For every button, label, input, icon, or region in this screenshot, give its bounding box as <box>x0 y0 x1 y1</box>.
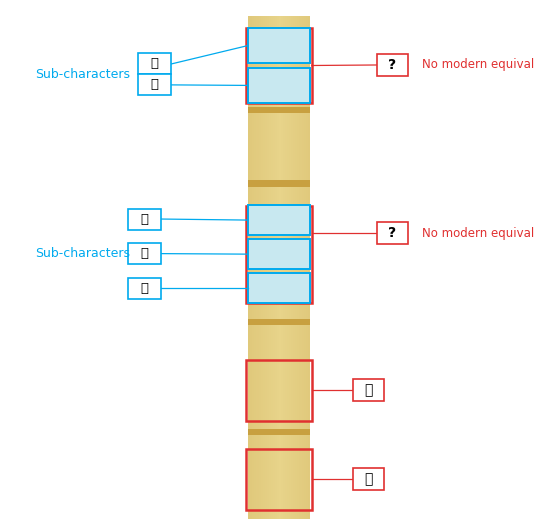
Bar <box>279 16 281 519</box>
Bar <box>271 16 273 519</box>
Bar <box>248 429 310 435</box>
Bar <box>128 209 161 230</box>
Bar <box>250 16 253 519</box>
Text: 占: 占 <box>140 213 148 225</box>
Bar <box>353 379 384 401</box>
Text: 日: 日 <box>151 58 159 70</box>
Bar <box>275 16 277 519</box>
Bar <box>297 16 300 519</box>
Bar <box>293 16 295 519</box>
Bar <box>248 205 310 235</box>
Bar <box>248 68 310 103</box>
Bar <box>258 16 261 519</box>
Bar <box>261 16 263 519</box>
Text: ?: ? <box>388 226 397 240</box>
Bar <box>138 74 171 95</box>
Bar <box>269 16 271 519</box>
Bar <box>246 27 312 104</box>
Text: Sub-characters: Sub-characters <box>35 247 130 260</box>
Bar <box>246 449 312 509</box>
Bar <box>248 16 250 519</box>
Text: 束: 束 <box>151 79 159 91</box>
Bar <box>248 274 310 303</box>
Text: No modern equivalence: No modern equivalence <box>422 227 534 239</box>
Bar <box>283 16 285 519</box>
Bar <box>377 222 408 244</box>
Bar <box>128 243 161 264</box>
Bar <box>277 16 279 519</box>
Text: No modern equivalence: No modern equivalence <box>422 59 534 71</box>
Bar <box>246 206 312 303</box>
Bar <box>246 361 312 420</box>
Bar <box>256 16 258 519</box>
Bar <box>263 16 265 519</box>
Text: 一: 一 <box>140 247 148 260</box>
Text: ?: ? <box>388 58 397 72</box>
Bar <box>305 16 308 519</box>
Bar <box>265 16 267 519</box>
Bar <box>248 107 310 113</box>
Bar <box>281 16 283 519</box>
Bar <box>273 16 275 519</box>
Bar <box>253 16 255 519</box>
Bar <box>248 28 310 63</box>
Bar <box>300 16 302 519</box>
Bar <box>287 16 289 519</box>
Bar <box>248 319 310 325</box>
Bar <box>302 16 303 519</box>
Bar <box>289 16 292 519</box>
Bar <box>308 16 310 519</box>
Bar <box>248 239 310 269</box>
Bar <box>303 16 305 519</box>
Text: 又: 又 <box>140 282 148 294</box>
Bar <box>128 278 161 299</box>
Bar <box>353 468 384 490</box>
Text: 行: 行 <box>364 473 373 486</box>
Bar <box>295 16 297 519</box>
Bar <box>248 180 310 187</box>
Bar <box>267 16 269 519</box>
Bar <box>285 16 287 519</box>
Text: 不: 不 <box>364 384 373 397</box>
Bar <box>138 53 171 74</box>
Bar <box>292 16 293 519</box>
Bar <box>377 54 408 76</box>
Bar <box>255 16 256 519</box>
Text: Sub-characters: Sub-characters <box>35 68 130 81</box>
